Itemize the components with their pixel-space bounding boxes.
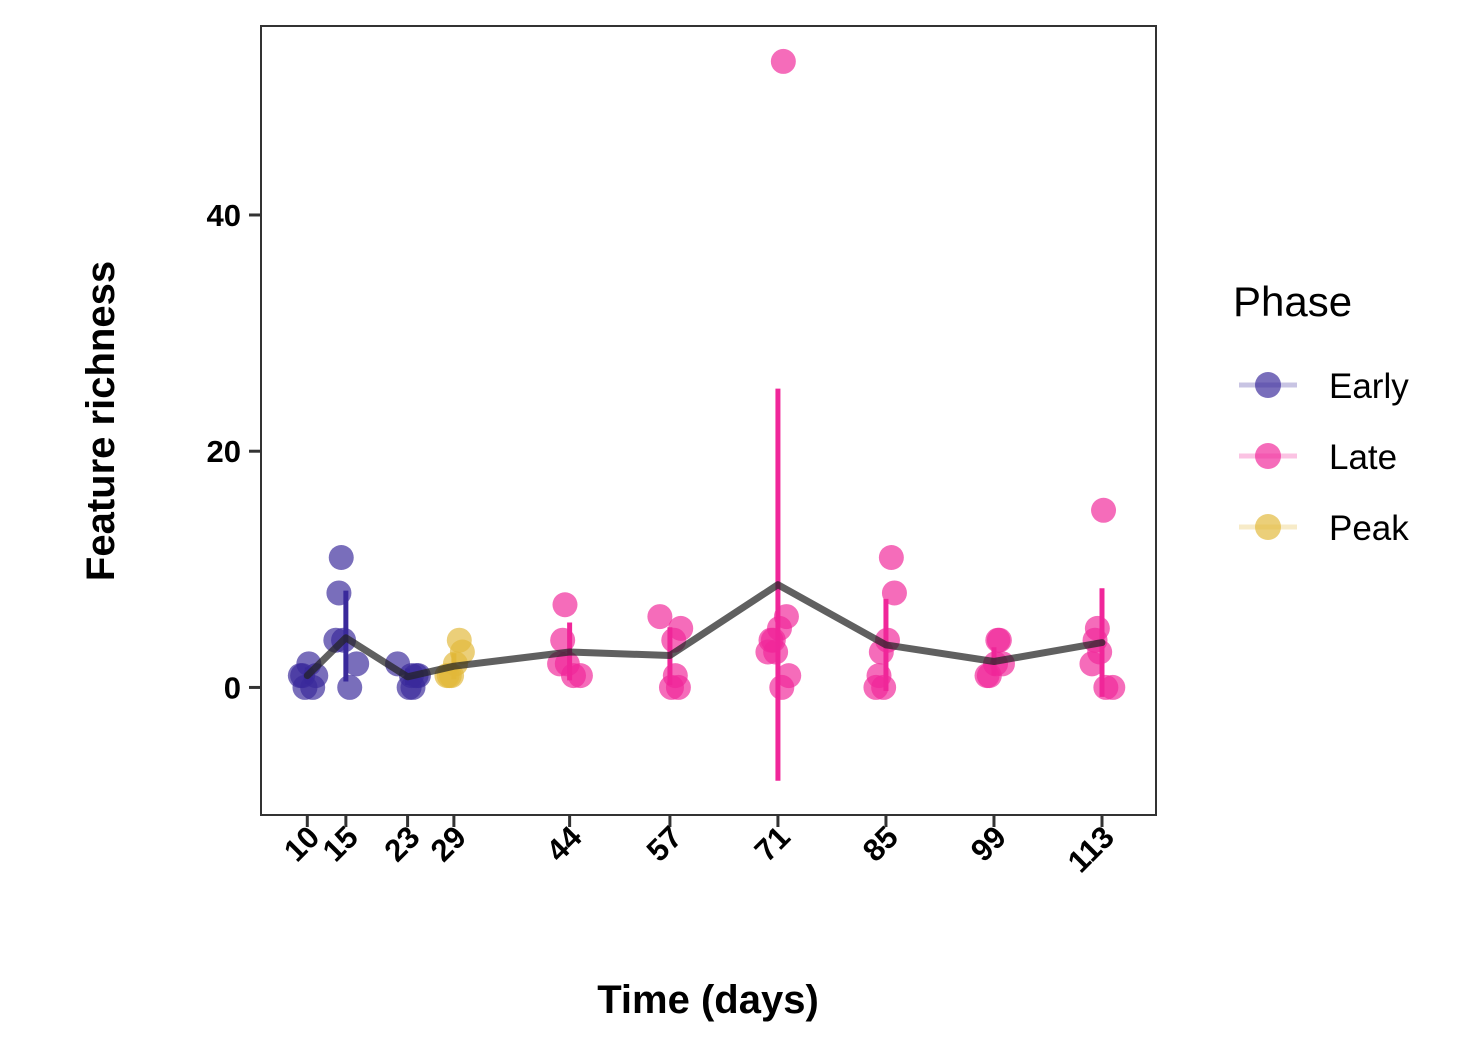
data-point	[658, 674, 684, 700]
data-point	[1093, 674, 1119, 700]
data-point	[1079, 651, 1105, 677]
data-point	[344, 651, 370, 677]
data-point	[769, 674, 795, 700]
x-tick-label: 57	[640, 819, 689, 868]
data-point	[770, 48, 796, 74]
legend-title: Phase	[1233, 278, 1352, 325]
plot-panel	[260, 25, 1157, 816]
legend-label: Late	[1329, 438, 1397, 477]
data-point	[647, 604, 673, 630]
x-tick-label: 99	[964, 819, 1013, 868]
x-tick-label: 85	[856, 819, 905, 868]
data-point	[292, 674, 318, 700]
data-point	[396, 674, 422, 700]
data-point	[878, 545, 904, 571]
data-points	[287, 48, 1126, 700]
y-tick-label: 0	[224, 670, 241, 705]
x-tick-label: 113	[1061, 819, 1121, 879]
data-point	[326, 580, 352, 606]
data-point	[550, 627, 576, 653]
data-point	[881, 580, 907, 606]
legend-label: Early	[1329, 367, 1409, 406]
data-point	[986, 627, 1012, 653]
data-point	[337, 674, 363, 700]
x-tick-label: 71	[748, 819, 797, 868]
data-point	[755, 639, 781, 665]
mean-line	[303, 581, 1106, 681]
data-point	[323, 627, 349, 653]
x-tick-label: 29	[424, 819, 473, 868]
y-tick-label: 40	[207, 198, 241, 233]
legend: Phase Early Late Peak	[1233, 278, 1409, 548]
x-tick-label: 15	[316, 819, 365, 868]
data-point	[552, 592, 578, 618]
y-axis-title: Feature richness	[79, 261, 123, 581]
legend-key-point	[1255, 443, 1281, 469]
y-axis: 0 20 40	[207, 198, 261, 705]
y-tick-label: 20	[207, 434, 241, 469]
data-point	[328, 545, 354, 571]
mean-line-group	[303, 581, 1106, 681]
legend-key-point	[1255, 514, 1281, 540]
legend-label: Peak	[1329, 509, 1409, 548]
x-axis-title: Time (days)	[597, 978, 819, 1022]
data-point	[863, 674, 889, 700]
data-point	[560, 663, 586, 689]
x-tick-label: 23	[377, 819, 426, 868]
legend-key-point	[1255, 372, 1281, 398]
data-point	[1091, 497, 1117, 523]
x-tick-label: 44	[539, 819, 589, 869]
data-point	[974, 663, 1000, 689]
